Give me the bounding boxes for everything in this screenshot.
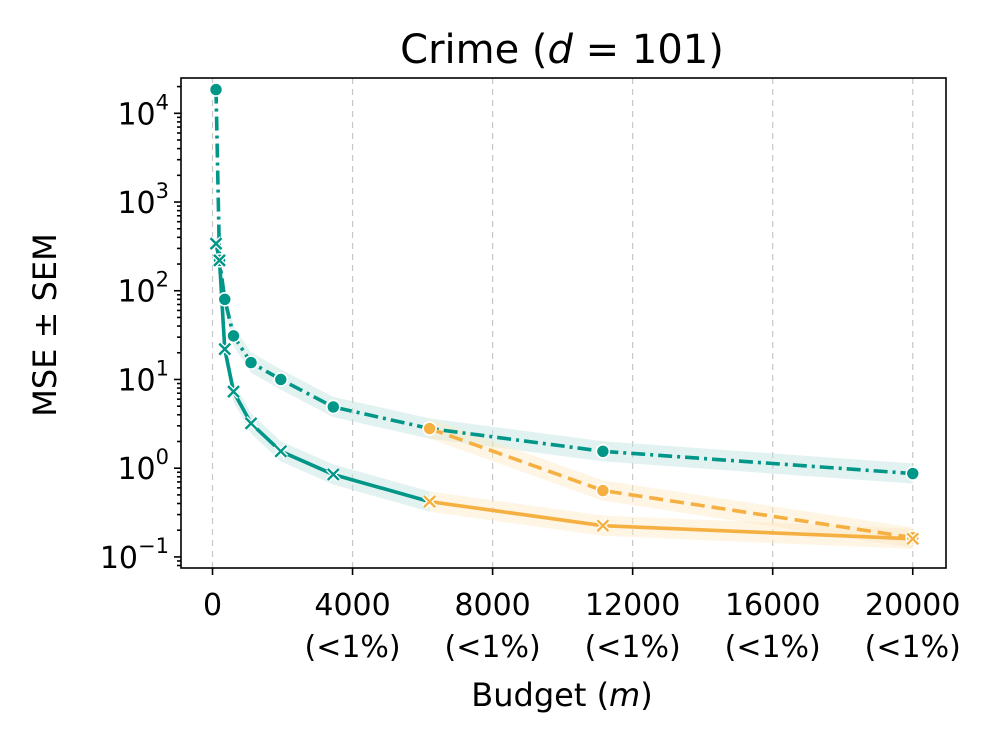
x-tick-label-2: 8000 [454,588,530,623]
series-0-band [216,79,913,484]
x-tick-sublabel-3: (<1%) [585,630,681,665]
x-tick-label-3: 12000 [585,588,680,623]
series-2-band [429,418,913,548]
x-axis-ticks: 0 4000 (<1%) 8000 (<1%) 12000 (<1%) 16000 (<1%) 2… [203,568,961,665]
series-0-point-9 [905,466,921,481]
x-axis-label: Budget (m) [471,676,652,714]
series-0-point-4 [243,355,259,370]
series-2-point-1 [595,483,611,498]
series-3-point-1 [595,518,611,533]
series-1-point-1 [212,253,227,268]
series-0-point-5 [273,372,289,387]
y-tick-label-1: 100 [117,445,169,487]
x-axis-label-math: m [609,676,640,714]
series-0-point-2 [217,292,233,307]
series-0-point-6 [325,399,341,415]
chart-title-suffix: = 101) [573,27,724,73]
series-1-point-6 [326,467,341,482]
series-2-point-0 [422,421,437,436]
x-tick-sublabel-4: (<1%) [725,630,821,665]
y-tick-label-2: 101 [117,356,169,398]
grid-layer [211,78,914,568]
series-3-point-0 [422,494,437,509]
series-1-point-3 [226,384,241,399]
series-1-point-2 [217,341,233,357]
y-tick-label-0: 10−1 [100,534,169,576]
x-tick-label-5: 20000 [865,588,960,623]
series-1-point-0 [208,236,224,251]
chart-title-math: d [548,27,574,73]
marker-layer [208,82,921,547]
x-tick-label-4: 16000 [725,588,820,623]
series-1-line [214,243,431,504]
x-axis-label-prefix: Budget ( [471,676,609,714]
series-0-point-0 [208,82,224,97]
x-tick-label-1: 4000 [314,588,390,623]
series-0-point-8 [595,444,611,459]
series-1-point-5 [273,444,289,459]
y-axis-ticks: 10−1 100 101 102 103 104 [100,85,181,576]
series-0-point-3 [226,328,241,344]
y-tick-label-5: 104 [117,90,169,132]
y-tick-label-4: 103 [117,179,169,221]
series-1-point-4 [243,416,259,431]
chart-title-prefix: Crime ( [400,27,547,73]
x-axis-label-suffix: ) [640,676,652,714]
series-0-line [214,89,913,476]
band-layer [216,79,913,549]
chart-title: Crime (d = 101) [400,27,724,73]
y-tick-label-3: 102 [117,268,169,310]
x-tick-sublabel-2: (<1%) [445,630,541,665]
series-3-point-2 [905,531,921,547]
x-tick-label-0: 0 [203,588,222,623]
y-axis-label: MSE ± SEM [26,233,64,416]
x-tick-sublabel-1: (<1%) [304,630,400,665]
plot-frame [180,77,947,569]
x-tick-sublabel-5: (<1%) [865,630,961,665]
